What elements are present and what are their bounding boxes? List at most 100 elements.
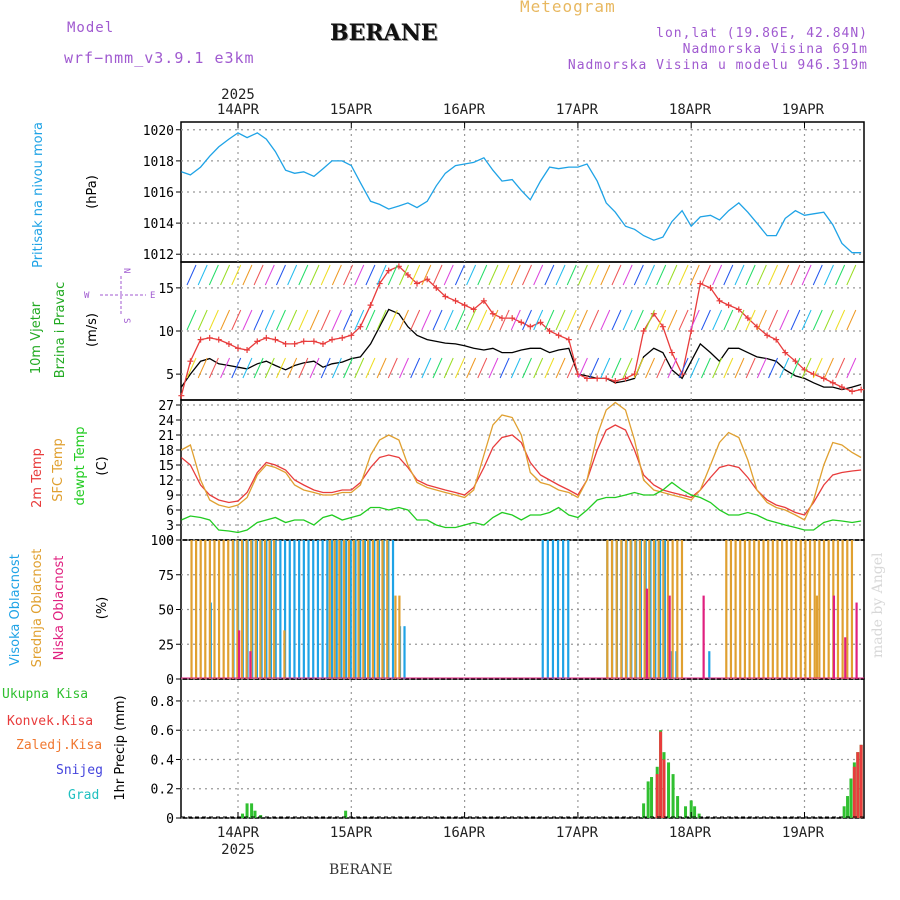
- wind-arrow: [835, 357, 846, 379]
- bar-visoka-oblacnost: [373, 540, 376, 679]
- gust-marker: [555, 332, 562, 339]
- bar-visoka-oblacnost: [307, 540, 310, 679]
- wind-arrow: [287, 264, 298, 286]
- model-label: Model: [67, 20, 115, 36]
- gust-marker: [244, 346, 251, 353]
- wind-arrow: [276, 309, 286, 331]
- gust-marker: [206, 334, 213, 341]
- wind-arrow: [331, 357, 342, 379]
- precip-snow-legend: Snijeg: [56, 763, 103, 778]
- bar-visoka-oblacnost: [316, 540, 320, 679]
- wind-arrow: [522, 357, 532, 379]
- wind-arrow: [220, 357, 231, 379]
- cloud-high-legend: Visoka Oblacnost: [8, 554, 23, 666]
- bar-srednja-oblacnost: [352, 540, 355, 679]
- bar-srednja-oblacnost: [799, 540, 802, 679]
- wind-arrow: [522, 309, 532, 331]
- wind-arrow: [443, 264, 454, 286]
- wind-arrow: [700, 264, 711, 286]
- panel-frame: [180, 678, 865, 819]
- bar-srednja-oblacnost: [357, 540, 360, 679]
- elevation-info: Nadmorska Visina 691m: [682, 42, 868, 57]
- bar-ukupna-kisa: [667, 762, 671, 818]
- bottom-date-15apr: 15APR: [330, 825, 373, 841]
- bar-srednja-oblacnost: [767, 540, 770, 679]
- wind-arrow: [723, 309, 734, 331]
- gust-marker: [357, 323, 364, 330]
- bar-srednja-oblacnost: [804, 540, 807, 679]
- bar-ukupna-kisa: [344, 810, 348, 818]
- gust-marker: [764, 332, 771, 339]
- wind-dir-n: N: [121, 268, 131, 273]
- gust-marker: [849, 388, 856, 395]
- wind-arrow: [399, 357, 409, 379]
- wind-arrow: [812, 264, 823, 286]
- wind-arrow: [454, 264, 465, 286]
- temp2m-legend: 2m Temp: [30, 448, 45, 508]
- wind-arrow: [242, 309, 253, 331]
- gust-marker: [480, 297, 487, 304]
- gust-marker: [329, 336, 336, 343]
- wind-arrow: [320, 357, 331, 379]
- bar-srednja-oblacnost: [729, 540, 733, 679]
- bar-srednja-oblacnost: [790, 540, 793, 679]
- bar-srednja-oblacnost: [634, 540, 637, 679]
- bar-ukupna-kisa: [241, 813, 245, 818]
- gust-marker: [348, 332, 355, 339]
- wind-arrow: [488, 309, 499, 331]
- bar-srednja-oblacnost: [366, 540, 370, 679]
- gust-marker: [310, 338, 317, 345]
- gust-marker: [291, 340, 298, 347]
- wind-arrow: [768, 309, 778, 331]
- bar-srednja-oblacnost: [615, 540, 618, 679]
- wind-arrow: [812, 357, 823, 379]
- bar-srednja-oblacnost: [199, 540, 202, 679]
- wind-arrow: [790, 309, 801, 331]
- wind-arrow: [544, 309, 555, 331]
- gust-marker: [603, 375, 610, 382]
- bar-srednja-oblacnost: [240, 540, 244, 679]
- bar-ukupna-kisa: [849, 778, 853, 818]
- meteogram-label: Meteogram: [520, 0, 616, 16]
- wind-arrow: [354, 264, 365, 286]
- wind-arrow: [231, 309, 242, 331]
- bar-srednja-oblacnost: [213, 540, 216, 679]
- wind-arrow: [309, 264, 320, 286]
- wind-title-line2: Brzina i Pravac: [53, 282, 68, 379]
- gust-marker: [489, 310, 496, 317]
- wind-arrow: [365, 264, 376, 286]
- wind-arrow: [466, 264, 477, 286]
- bar-visoka-oblacnost: [326, 540, 329, 679]
- wind-arrow: [477, 309, 488, 331]
- series-line-brzina: [180, 308, 862, 391]
- bar-visoka-oblacnost: [298, 540, 301, 679]
- bar-visoka-oblacnost: [562, 540, 565, 679]
- bar-srednja-oblacnost: [657, 540, 660, 679]
- bar-srednja-oblacnost: [273, 540, 276, 679]
- bar-ukupna-kisa: [697, 813, 701, 818]
- wind-arrow: [376, 309, 387, 331]
- gust-marker: [612, 378, 619, 385]
- wind-arrow: [756, 357, 767, 379]
- gust-marker: [820, 375, 827, 382]
- wind-arrow: [566, 264, 577, 286]
- bar-konvek-kisa: [655, 774, 659, 818]
- gust-marker: [461, 302, 468, 309]
- wind-arrow: [689, 264, 700, 286]
- series-line-2m-temp: [180, 424, 862, 516]
- wind-arrow: [846, 264, 857, 286]
- bar-visoka-oblacnost: [359, 540, 362, 679]
- wind-arrow: [399, 309, 409, 331]
- wind-arrow: [186, 264, 197, 286]
- dewtemp-legend: dewpt Temp: [73, 426, 88, 505]
- wind-arrow: [633, 309, 644, 331]
- bar-niska-oblacnost: [855, 602, 858, 679]
- gust-marker: [792, 358, 799, 365]
- wind-arrow: [208, 357, 219, 379]
- bar-ukupna-kisa: [253, 810, 257, 818]
- bar-srednja-oblacnost: [250, 540, 253, 679]
- gust-marker: [235, 345, 241, 352]
- y-tick-label: 9: [166, 489, 174, 504]
- wind-ylabel: (m/s): [85, 313, 100, 347]
- y-tick-label: 18: [158, 444, 174, 459]
